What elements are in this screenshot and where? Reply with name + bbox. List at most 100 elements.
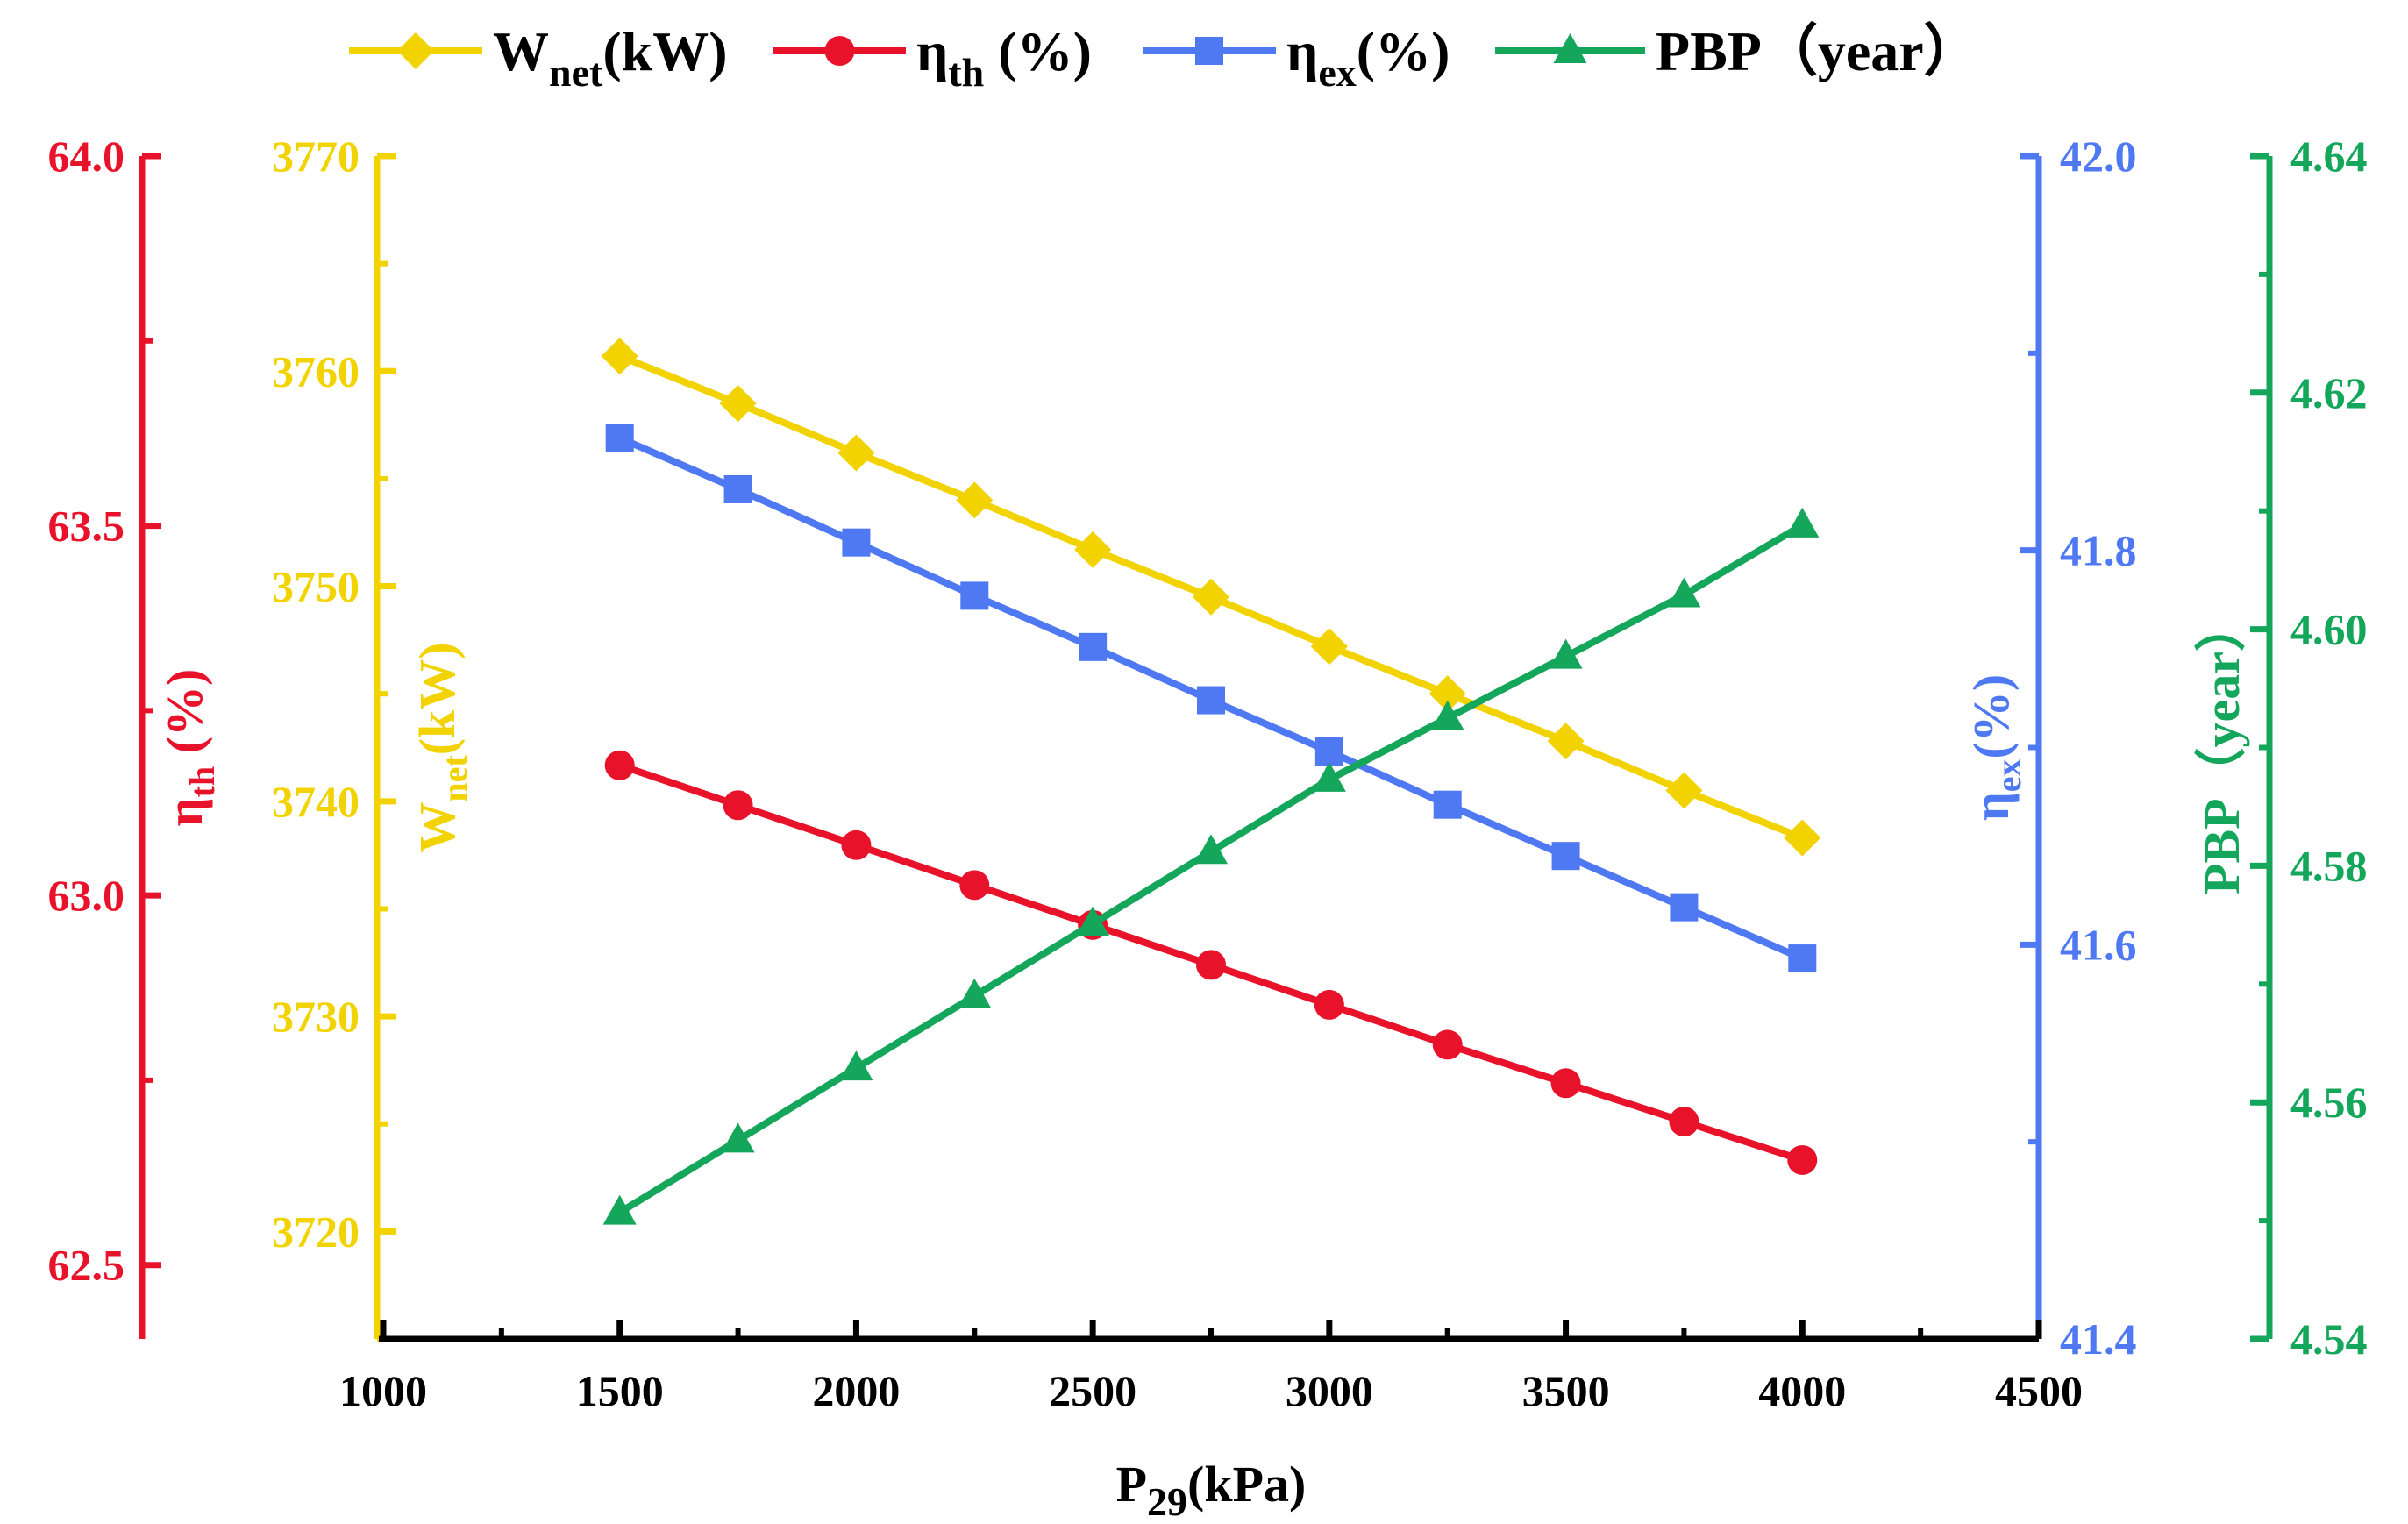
legend-label-eta_th-unit: (%) (984, 20, 1092, 82)
point-eta_th-10 (1787, 1144, 1818, 1175)
legend-label-pbp-unit: （year） (1762, 20, 1980, 82)
point-eta_th-9 (1669, 1107, 1699, 1137)
tick-label-ex-2: 41.8 (2060, 526, 2137, 575)
axis-title-th-unit: (%) (156, 669, 213, 766)
point-eta_th-1 (723, 790, 753, 821)
x-axis-title: P29(kPa) (1116, 1456, 1307, 1524)
tick-label-ex-3: 42.0 (2060, 132, 2137, 181)
tick-label-W-3: 3750 (272, 562, 360, 611)
svg-text:ηex(%): ηex(%) (1963, 674, 2028, 821)
legend-label-wnet-sub: net (549, 50, 603, 95)
point-eta_ex-4 (1079, 632, 1108, 661)
point-eta_th-6 (1314, 989, 1344, 1020)
point-wnet-2 (837, 434, 875, 472)
legend-label-eta_ex-sub: ex (1318, 50, 1356, 95)
point-eta_ex-0 (605, 424, 634, 452)
point-pbp-4 (1076, 906, 1110, 936)
legend: Wnet(kW) ηth (%) ηex(%) PBP（year） (349, 20, 1980, 95)
x-tick-label-7: 4500 (1995, 1366, 2083, 1415)
svg-text:ηth (%): ηth (%) (156, 669, 222, 827)
svg-text:Wnet(kW): Wnet(kW) (493, 20, 728, 95)
svg-text:Wnet(kW): Wnet(kW) (409, 642, 474, 852)
axis-title-th: ηth (%) (156, 669, 222, 827)
series-layer (601, 338, 1821, 1225)
point-pbp-7 (1430, 700, 1464, 730)
tick-label-pbp-4: 4.62 (2290, 368, 2368, 417)
axis-title-pbp: PBP（year） (2193, 601, 2250, 894)
tick-label-pbp-0: 4.54 (2290, 1314, 2368, 1364)
legend-marker-eta_th (824, 36, 855, 66)
legend-label-eta_th-sub: th (948, 50, 984, 95)
x-tick-label-5: 3500 (1522, 1366, 1610, 1415)
point-eta_ex-6 (1314, 737, 1343, 766)
legend-label-eta_ex-main: η (1286, 20, 1318, 82)
tick-label-pbp-2: 4.58 (2290, 841, 2368, 890)
tick-label-W-5: 3770 (272, 132, 360, 181)
point-eta_ex-7 (1433, 790, 1462, 819)
tick-label-pbp-5: 4.64 (2290, 132, 2368, 181)
point-wnet-4 (1074, 531, 1112, 568)
tick-label-W-1: 3730 (272, 992, 360, 1041)
axis-eta-ex: 41.4 41.6 41.8 42.0 ηex(%) (1963, 132, 2137, 1364)
tick-label-W-2: 3740 (272, 777, 360, 826)
tick-label-ex-1: 41.6 (2060, 920, 2137, 969)
legend-item-pbp: PBP（year） (1495, 20, 1980, 82)
series-eta_ex (605, 424, 1817, 973)
x-axis-title-unit: (kPa) (1187, 1456, 1306, 1513)
point-wnet-1 (719, 385, 757, 423)
legend-label-wnet-unit: (kW) (602, 20, 727, 82)
axis-title-W-main: W (409, 802, 466, 853)
tick-label-pbp-3: 4.60 (2290, 605, 2368, 654)
legend-marker-pbp (1553, 33, 1587, 63)
legend-item-wnet: Wnet(kW) (349, 20, 728, 95)
axis-title-pbp-main: PBP (2193, 798, 2250, 894)
point-eta_ex-2 (842, 528, 871, 557)
point-eta_ex-5 (1197, 686, 1225, 715)
point-pbp-6 (1312, 761, 1346, 792)
point-wnet-6 (1310, 628, 1348, 666)
legend-item-eta_th: ηth (%) (773, 20, 1092, 95)
legend-marker-eta_ex (1195, 37, 1223, 65)
point-pbp-1 (721, 1122, 755, 1153)
point-wnet-10 (1784, 819, 1821, 857)
tick-label-W-0: 3720 (272, 1207, 360, 1256)
axis-pbp: 4.54 4.56 4.58 4.60 4.62 4.64 PBP（year） (2193, 132, 2368, 1364)
x-tick-label-2: 2000 (812, 1366, 900, 1415)
tick-label-ex-0: 41.4 (2060, 1314, 2137, 1364)
point-pbp-2 (839, 1050, 873, 1081)
series-wnet (601, 338, 1821, 857)
point-wnet-8 (1547, 723, 1585, 760)
axis-title-W-sub: net (435, 755, 474, 802)
point-eta_th-7 (1432, 1029, 1463, 1060)
point-eta_th-5 (1196, 950, 1226, 980)
axis-title-ex-unit: (%) (1963, 674, 2020, 759)
point-pbp-8 (1549, 638, 1583, 669)
point-eta_th-2 (841, 830, 872, 860)
axis-title-th-sub: th (182, 766, 222, 798)
point-pbp-3 (958, 978, 992, 1008)
x-tick-label-1: 1500 (576, 1366, 664, 1415)
point-wnet-9 (1665, 772, 1703, 809)
point-eta_th-3 (959, 870, 990, 901)
point-eta_ex-3 (960, 581, 989, 610)
point-eta_ex-8 (1551, 842, 1580, 871)
point-pbp-10 (1785, 507, 1820, 538)
axis-title-pbp-unit: （year） (2193, 601, 2250, 799)
legend-label-wnet-main: W (493, 20, 549, 82)
x-tick-label-3: 2500 (1049, 1366, 1136, 1415)
point-eta_ex-9 (1670, 893, 1699, 922)
axis-title-W: Wnet(kW) (409, 642, 474, 852)
point-eta_ex-1 (723, 474, 752, 503)
x-axis-title-sub: 29 (1147, 1479, 1187, 1524)
axis-title-ex: ηex(%) (1963, 674, 2028, 821)
point-eta_th-0 (604, 750, 635, 780)
tick-label-th-3: 64.0 (48, 132, 125, 181)
legend-label-eta_th-main: η (916, 20, 948, 82)
svg-text:PBP（year）: PBP（year） (2193, 601, 2250, 894)
tick-label-th-0: 62.5 (48, 1241, 125, 1290)
point-pbp-0 (602, 1194, 637, 1225)
tick-label-th-2: 63.5 (48, 502, 125, 551)
point-eta_th-8 (1550, 1068, 1581, 1099)
series-pbp (602, 507, 1820, 1225)
